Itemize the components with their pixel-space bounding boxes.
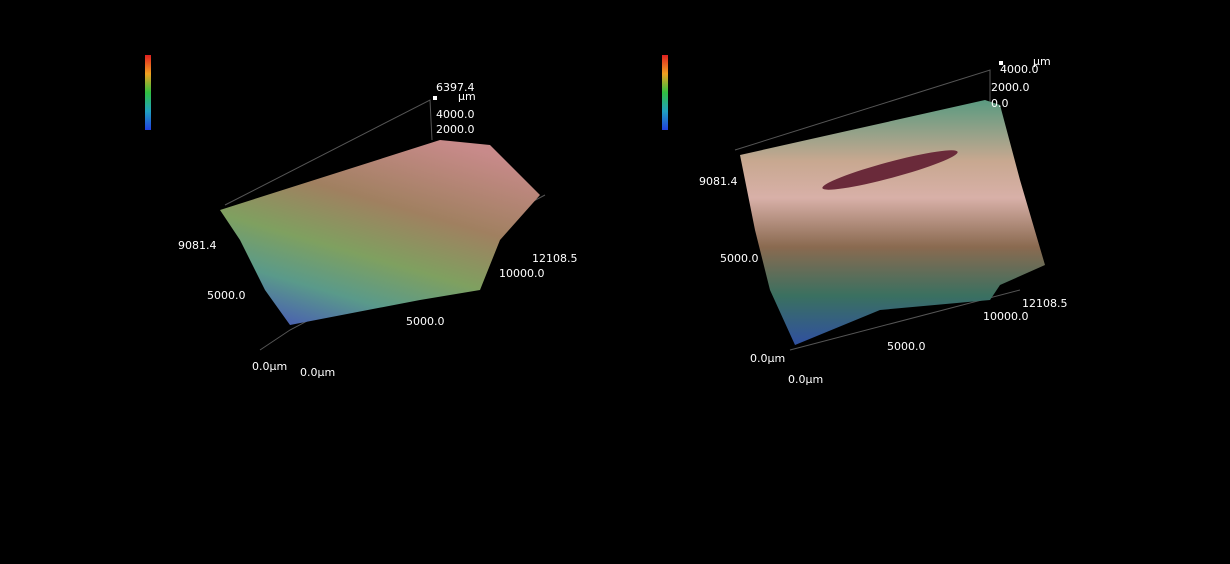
z-max: 6397.4 (436, 81, 475, 94)
y-tick: 5000.0 (720, 252, 759, 265)
x-max: 12108.5 (1022, 297, 1068, 310)
color-bar (145, 55, 151, 130)
z-tick: 0.0 (991, 97, 1009, 110)
z-tick: 4000.0 (436, 108, 475, 121)
y-max: 9081.4 (699, 175, 738, 188)
x-tick: 5000.0 (406, 315, 445, 328)
panel-2: µm 4000.0 2000.0 0.0 9081.4 5000.0 0.0µm… (662, 55, 1068, 386)
x-tick: 10000.0 (983, 310, 1029, 323)
surface (740, 100, 1045, 345)
marker (433, 96, 437, 100)
color-bar (662, 55, 668, 130)
z-unit: µm (1033, 55, 1051, 68)
y-tick: 5000.0 (207, 289, 246, 302)
z-tick: 2000.0 (436, 123, 475, 136)
panel-1: 6397.4 µm 4000.0 2000.0 9081.4 5000.0 0.… (145, 55, 578, 379)
x-tick: 5000.0 (887, 340, 926, 353)
x-origin: 0.0µm (788, 373, 823, 386)
x-tick: 10000.0 (499, 267, 545, 280)
surface (220, 140, 540, 325)
z-tick: 4000.0 (1000, 63, 1039, 76)
z-unit: µm (458, 90, 476, 103)
marker (999, 61, 1003, 65)
surface-feature (822, 150, 958, 190)
y-origin: 0.0µm (750, 352, 785, 365)
x-max: 12108.5 (532, 252, 578, 265)
z-tick: 2000.0 (991, 81, 1030, 94)
y-origin: 0.0µm (252, 360, 287, 373)
y-max: 9081.4 (178, 239, 217, 252)
x-origin: 0.0µm (300, 366, 335, 379)
